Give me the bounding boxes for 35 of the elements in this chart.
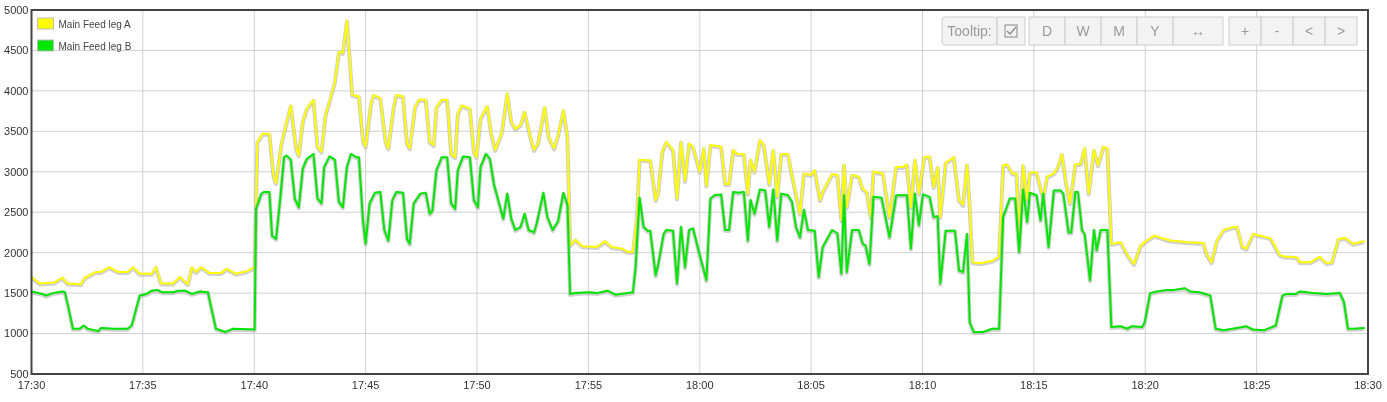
y-tick-label: 3500 [4, 125, 29, 138]
y-tick-label: 1500 [4, 286, 29, 299]
x-tick-label: 18:25 [1242, 379, 1271, 391]
x-tick-label: 18:00 [685, 379, 714, 391]
annotation: D [1041, 23, 1053, 39]
y-tick-label: 5000 [4, 3, 29, 16]
y-tick-label: 4000 [4, 84, 29, 97]
annotation: - [1274, 23, 1280, 39]
x-tick-label: 17:40 [240, 379, 269, 391]
annotation: Y [1150, 23, 1161, 39]
x-tick-label: 18:10 [908, 379, 937, 391]
annotation: ↔ [1191, 23, 1205, 39]
y-tick-label: 500 [10, 367, 29, 380]
y-tick-label: 1000 [4, 327, 29, 340]
x-tick-label: 17:30 [17, 379, 46, 391]
x-tick-label: 18:05 [797, 379, 825, 391]
annotation: W [1076, 23, 1091, 39]
annotation: > [1336, 23, 1346, 39]
x-tick-label: 18:15 [1020, 379, 1048, 391]
y-tick-label: 4500 [4, 44, 29, 57]
x-tick-label: 17:45 [351, 379, 380, 391]
legend-label: Main Feed leg A [58, 18, 132, 30]
x-tick-label: 18:30 [1354, 379, 1382, 391]
y-tick-label: 3000 [4, 165, 29, 178]
x-tick-label: 17:50 [463, 379, 491, 391]
legend-label: Main Feed leg B [58, 40, 132, 52]
annotation: + [1240, 23, 1250, 39]
y-tick-label: 2500 [4, 206, 29, 219]
x-tick-label: 17:55 [574, 379, 603, 391]
x-tick-label: 17:35 [129, 379, 157, 391]
annotation: < [1304, 23, 1314, 39]
y-tick-label: 2000 [4, 246, 29, 259]
annotation: Tooltip: [947, 23, 992, 39]
x-tick-label: 18:20 [1131, 379, 1159, 391]
annotation: M [1113, 23, 1125, 39]
